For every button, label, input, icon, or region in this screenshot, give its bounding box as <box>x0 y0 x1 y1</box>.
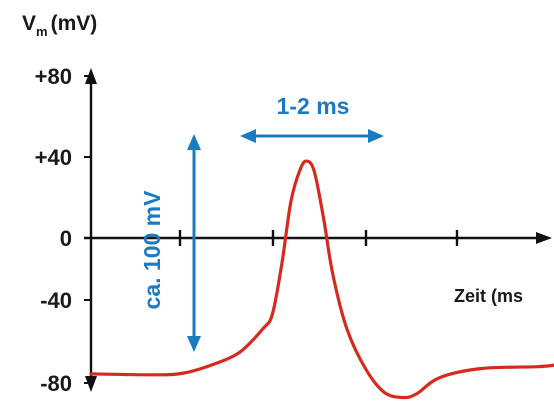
duration-label: 1-2 ms <box>277 93 350 119</box>
y-tick-label-minus40: -40 <box>40 288 72 313</box>
y-tick-label-zero: 0 <box>60 226 72 251</box>
y-axis-title-unit: (mV) <box>51 12 98 35</box>
duration-arrow <box>240 129 384 143</box>
y-axis-title: Vm (mV) <box>22 12 97 39</box>
amplitude-label: ca. 100 mV <box>139 190 165 310</box>
y-tick-label-plus40: +40 <box>35 145 72 170</box>
y-tick-label-plus80: +80 <box>35 64 72 89</box>
amplitude-arrow <box>187 134 201 352</box>
x-axis-title: Zeit (ms <box>454 286 523 306</box>
membrane-potential-line <box>89 159 554 400</box>
x-axis-arrowhead <box>536 232 552 244</box>
y-axis-title-main: V <box>22 12 36 35</box>
y-axis-title-subscript: m <box>36 24 48 39</box>
y-tick-label-minus80: -80 <box>40 371 72 396</box>
